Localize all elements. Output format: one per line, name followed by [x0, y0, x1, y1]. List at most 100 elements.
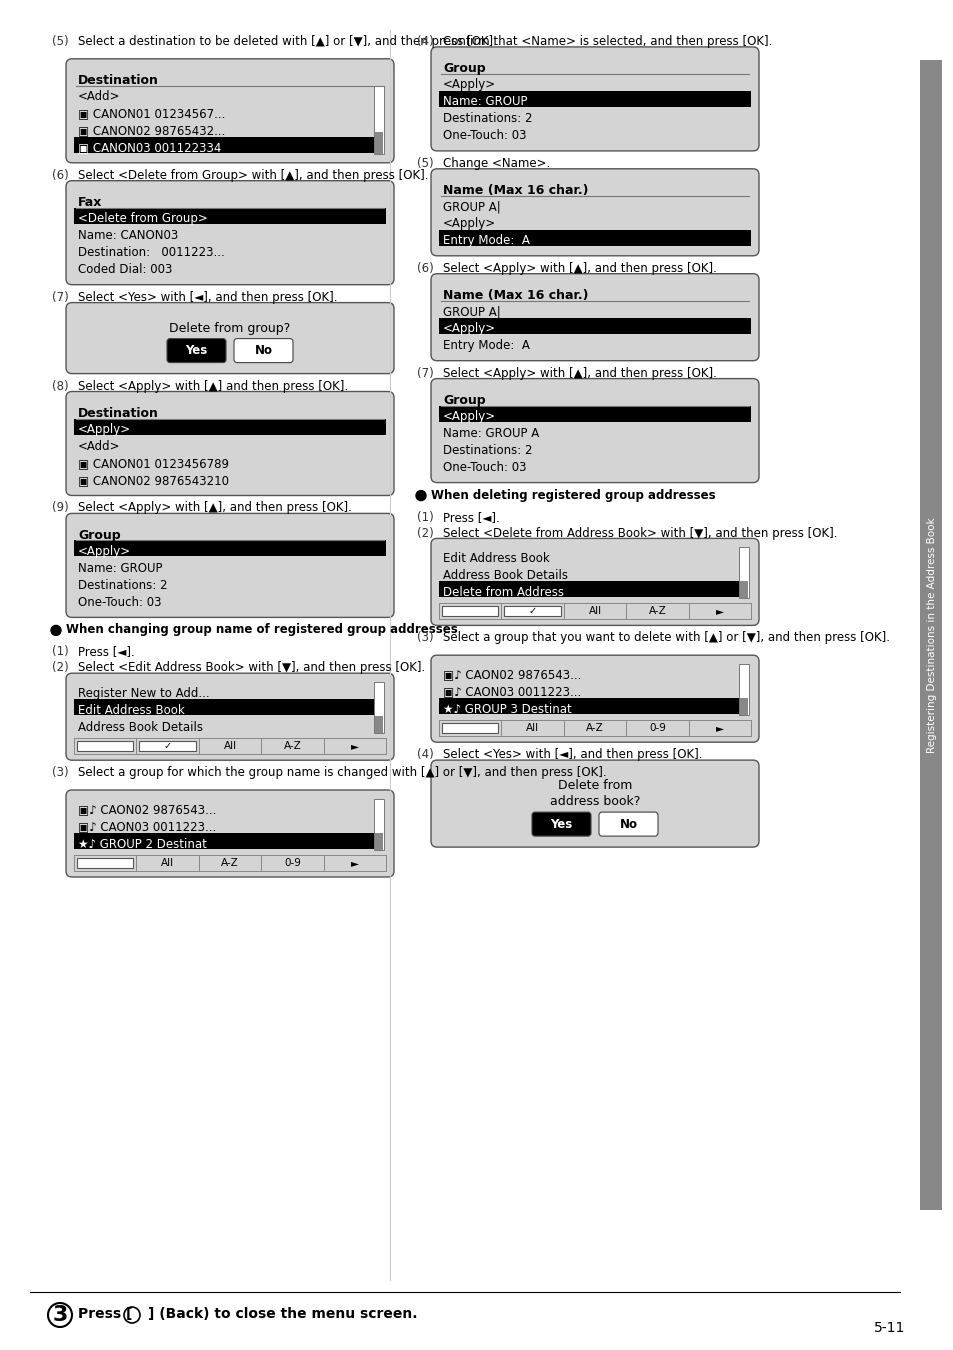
Text: All: All [161, 859, 174, 868]
Text: <Apply>: <Apply> [78, 545, 131, 558]
FancyBboxPatch shape [66, 790, 394, 878]
Bar [740, 698, 747, 716]
Text: No: No [618, 818, 637, 830]
FancyBboxPatch shape [66, 181, 394, 285]
Text: address book?: address book? [549, 795, 639, 809]
Text: All: All [525, 724, 538, 733]
Text: ▣♪ CAON02 9876543...: ▣♪ CAON02 9876543... [442, 668, 580, 682]
FancyBboxPatch shape [431, 760, 759, 846]
Bar [438, 317, 750, 333]
Bar [261, 738, 323, 755]
Bar [74, 699, 375, 716]
Text: Edit Address Book: Edit Address Book [442, 552, 549, 564]
FancyBboxPatch shape [167, 339, 226, 363]
Text: Select a group that you want to delete with [▲] or [▼], and then press [OK].: Select a group that you want to delete w… [442, 632, 889, 644]
Text: <Apply>: <Apply> [78, 423, 131, 436]
Text: Select <Delete from Group> with [▲], and then press [OK].: Select <Delete from Group> with [▲], and… [78, 169, 428, 182]
Text: Select <Delete from Address Book> with [▼], and then press [OK].: Select <Delete from Address Book> with [… [442, 526, 837, 540]
Text: Press [◄].: Press [◄]. [442, 510, 499, 524]
Text: <Apply>: <Apply> [442, 217, 496, 231]
Text: (3): (3) [416, 632, 434, 644]
Bar [740, 582, 747, 598]
Bar [688, 603, 750, 620]
Text: Destination:   0011223...: Destination: 0011223... [78, 246, 225, 259]
Bar [375, 833, 382, 851]
Text: (9): (9) [52, 501, 69, 514]
Text: (4): (4) [416, 748, 434, 761]
Text: All: All [588, 606, 601, 617]
Text: (2): (2) [416, 526, 434, 540]
Text: Name (Max 16 char.): Name (Max 16 char.) [442, 184, 588, 197]
Text: ▣ CANON03 001122334: ▣ CANON03 001122334 [78, 142, 221, 154]
Text: <Apply>: <Apply> [442, 78, 496, 92]
Text: Group: Group [78, 528, 120, 541]
Text: Select a group for which the group name is changed with [▲] or [▼], and then pre: Select a group for which the group name … [78, 767, 606, 779]
Bar [261, 855, 323, 871]
Bar [625, 603, 688, 620]
Bar [77, 741, 133, 751]
FancyBboxPatch shape [431, 274, 759, 360]
Text: Select <Yes> with [◄], and then press [OK].: Select <Yes> with [◄], and then press [O… [78, 290, 337, 304]
Bar [374, 682, 384, 733]
Text: ▣ CANON02 98765432...: ▣ CANON02 98765432... [78, 124, 225, 138]
FancyBboxPatch shape [431, 47, 759, 151]
Bar [74, 738, 136, 755]
Text: Delete from group?: Delete from group? [170, 321, 291, 335]
Text: Select <Apply> with [▲], and then press [OK].: Select <Apply> with [▲], and then press … [442, 367, 716, 379]
Bar [438, 582, 740, 598]
Bar [739, 547, 748, 598]
Text: (7): (7) [416, 367, 434, 379]
Text: ★♪ GROUP 3 Destinat: ★♪ GROUP 3 Destinat [442, 703, 571, 716]
Text: ▣ CANON02 9876543210: ▣ CANON02 9876543210 [78, 474, 229, 487]
Text: Address Book Details: Address Book Details [442, 568, 567, 582]
Text: Destination: Destination [78, 74, 159, 86]
Text: Name (Max 16 char.): Name (Max 16 char.) [442, 289, 588, 302]
Text: <Apply>: <Apply> [442, 410, 496, 423]
Text: ✓: ✓ [163, 741, 172, 751]
Text: Select <Apply> with [▲], and then press [OK].: Select <Apply> with [▲], and then press … [78, 501, 352, 514]
Bar [374, 799, 384, 850]
Text: (7): (7) [52, 290, 69, 304]
Text: One-Touch: 03: One-Touch: 03 [442, 462, 526, 474]
Text: ✓: ✓ [528, 606, 537, 617]
Text: Select <Apply> with [▲], and then press [OK].: Select <Apply> with [▲], and then press … [442, 262, 716, 275]
Text: Destinations: 2: Destinations: 2 [442, 444, 532, 458]
Text: Destinations: 2: Destinations: 2 [442, 112, 532, 126]
Text: All: All [223, 741, 236, 751]
Bar [438, 230, 750, 246]
Text: 3: 3 [52, 1305, 68, 1324]
Text: (4): (4) [416, 35, 434, 49]
Text: Fax: Fax [78, 196, 102, 209]
Text: Yes: Yes [185, 344, 208, 358]
Bar [74, 855, 136, 871]
Text: ] (Back) to close the menu screen.: ] (Back) to close the menu screen. [148, 1307, 417, 1322]
Text: (3): (3) [52, 767, 69, 779]
Text: <Add>: <Add> [78, 90, 120, 104]
Text: Name: GROUP: Name: GROUP [78, 562, 162, 575]
Bar [438, 90, 750, 107]
Bar [438, 603, 750, 620]
FancyBboxPatch shape [598, 813, 658, 836]
Text: Name: GROUP: Name: GROUP [442, 96, 527, 108]
Text: (6): (6) [416, 262, 434, 275]
Text: <Apply>: <Apply> [442, 323, 496, 335]
Bar [74, 738, 386, 755]
Bar [438, 405, 750, 421]
Text: Name: CANON03: Name: CANON03 [78, 230, 178, 242]
Text: (2): (2) [52, 662, 69, 674]
FancyBboxPatch shape [431, 655, 759, 743]
Text: Delete from: Delete from [558, 779, 632, 792]
FancyBboxPatch shape [66, 59, 394, 163]
Bar [77, 859, 133, 868]
Text: (5): (5) [52, 35, 69, 49]
Text: 0-9: 0-9 [648, 724, 665, 733]
Bar [74, 418, 386, 435]
Bar [739, 664, 748, 716]
Text: Address Book Details: Address Book Details [78, 721, 203, 734]
Text: Change <Name>.: Change <Name>. [442, 157, 550, 170]
Text: Group: Group [442, 394, 485, 406]
Bar [919, 59, 941, 1210]
Text: Destinations: 2: Destinations: 2 [78, 579, 168, 591]
Text: Yes: Yes [550, 818, 572, 830]
Text: Select a destination to be deleted with [▲] or [▼], and then press [OK].: Select a destination to be deleted with … [78, 35, 497, 49]
